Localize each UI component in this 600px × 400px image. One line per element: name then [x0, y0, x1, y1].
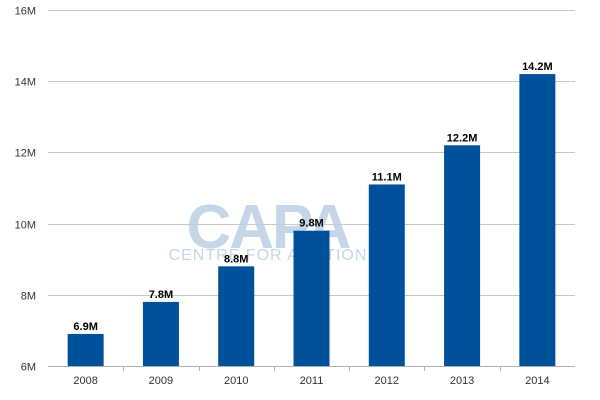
y-tick-label: 14M: [15, 77, 36, 89]
watermark-tagline: CENTRE FOR AVIATION: [169, 247, 368, 264]
data-label-2014: 14.2M: [522, 61, 553, 73]
bar-2013: [444, 145, 481, 366]
data-label-2011: 9.8M: [299, 218, 323, 230]
y-tick-label: 10M: [15, 220, 36, 232]
x-tick-label-2008: 2008: [73, 375, 97, 387]
axes: 6M 8M 10M 12M 14M 16M 2008 2009 2010 2011 2012 2013…: [15, 6, 575, 387]
y-tick-label: 12M: [15, 148, 36, 160]
x-tick-label-2010: 2010: [224, 375, 248, 387]
data-label-2012: 11.1M: [372, 171, 402, 183]
x-tick-label-2009: 2009: [149, 375, 173, 387]
x-tick-label-2013: 2013: [450, 375, 474, 387]
bar-2008: [67, 333, 104, 366]
y-tick-label: 6M: [21, 362, 36, 374]
x-tick-label-2014: 2014: [525, 375, 549, 387]
bar-2012: [368, 184, 405, 366]
data-labels: 6.9M 7.8M 8.8M 9.8M 11.1M 12.2M 14.2M: [73, 61, 552, 333]
gridlines: [48, 10, 575, 296]
data-label-2009: 7.8M: [149, 289, 173, 301]
y-tick-label: 16M: [15, 6, 36, 18]
y-tick-label: 8M: [21, 291, 36, 303]
data-label-2010: 8.8M: [224, 253, 248, 265]
data-label-2013: 12.2M: [447, 132, 478, 144]
data-label-2008: 6.9M: [73, 321, 97, 333]
x-tick-label-2012: 2012: [375, 375, 399, 387]
bars: [67, 74, 556, 366]
capa-watermark-logo: CAPA CENTRE FOR AVIATION: [169, 193, 368, 264]
bar-2010: [218, 266, 255, 366]
bar-2014: [519, 74, 556, 366]
bar-2011: [293, 230, 330, 366]
bar-2009: [142, 301, 179, 366]
x-tick-label-2011: 2011: [300, 375, 324, 387]
